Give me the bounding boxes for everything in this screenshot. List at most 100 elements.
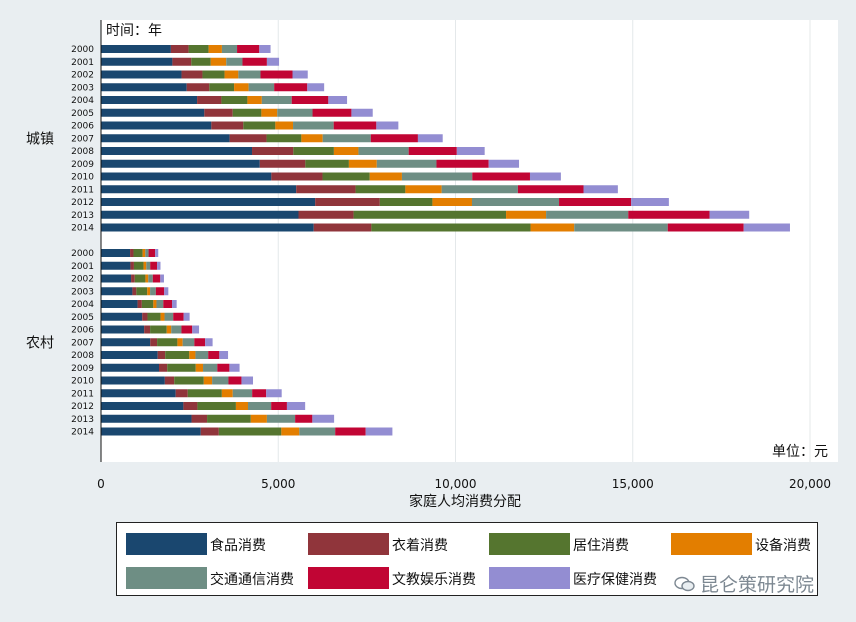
bar-segment-urban-2009-s3	[348, 159, 377, 168]
bar-segment-rural-2012-s0	[101, 402, 184, 410]
year-tick-label: 2014	[71, 428, 94, 438]
bar-segment-rural-2006-s2	[150, 325, 167, 334]
bar-segment-urban-2014-s6	[743, 223, 790, 232]
year-tick-label: 2004	[71, 300, 94, 310]
bar-segment-urban-2007-s5	[370, 134, 418, 143]
bar-segment-rural-2014-s6	[365, 427, 393, 436]
bar-segment-rural-2009-s0	[101, 363, 159, 372]
bar-segment-rural-2012-s4	[248, 402, 272, 410]
bar-segment-rural-2010-s1	[164, 376, 175, 385]
bar-segment-rural-2002-s4	[148, 274, 153, 283]
bar-segment-urban-2009-s1	[259, 159, 306, 168]
year-tick-label: 2005	[71, 109, 94, 119]
bar-segment-rural-2011-s3	[221, 389, 233, 398]
bar-segment-urban-2013-s1	[298, 210, 354, 219]
bar-segment-urban-2001-s4	[226, 57, 243, 66]
y-axis-title: 时间：年	[106, 23, 162, 39]
year-tick-label: 2008	[71, 351, 94, 361]
bar-segment-urban-2008-s2	[293, 147, 334, 155]
legend-label: 医疗保健消费	[573, 572, 657, 588]
plot-area	[101, 20, 838, 462]
bar-segment-urban-2014-s3	[530, 223, 575, 232]
bar-segment-rural-2009-s5	[217, 363, 230, 372]
bar-segment-rural-2010-s0	[101, 376, 165, 385]
bar-segment-rural-2003-s2	[136, 287, 148, 296]
bar-segment-urban-2012-s4	[471, 198, 560, 206]
bar-segment-urban-2002-s0	[101, 70, 182, 79]
bar-segment-rural-2004-s0	[101, 300, 138, 308]
bar-segment-urban-2000-s4	[221, 45, 238, 53]
bar-segment-urban-2004-s4	[261, 96, 292, 104]
year-tick-label: 2008	[71, 147, 94, 157]
bar-segment-rural-2013-s4	[266, 414, 296, 423]
bar-segment-urban-2013-s0	[101, 210, 299, 219]
bar-segment-rural-2013-s3	[250, 414, 267, 423]
bar-segment-urban-2001-s0	[101, 57, 173, 66]
bar-segment-rural-2000-s4	[145, 249, 149, 257]
bar-segment-rural-2004-s1	[137, 300, 142, 308]
bar-segment-rural-2002-s5	[152, 274, 161, 283]
bar-segment-urban-2009-s0	[101, 159, 260, 168]
year-tick-label: 2009	[71, 364, 94, 374]
bar-segment-rural-2007-s1	[150, 338, 158, 347]
bar-segment-rural-2001-s1	[130, 261, 134, 270]
bar-segment-urban-2004-s3	[247, 96, 262, 104]
gridlines	[277, 20, 811, 462]
bar-segment-rural-2000-s3	[142, 249, 146, 257]
legend-swatch	[126, 567, 207, 589]
legend-label: 居住消费	[573, 538, 629, 554]
bar-segment-rural-2006-s1	[144, 325, 151, 334]
year-tick-label: 2006	[71, 122, 94, 132]
bar-segment-rural-2000-s1	[130, 249, 134, 257]
legend-swatch	[126, 533, 207, 555]
year-tick-label: 2002	[71, 275, 94, 285]
bar-segment-rural-2004-s4	[156, 300, 164, 308]
bar-segment-urban-2003-s0	[101, 83, 187, 92]
bar-segment-rural-2000-s6	[155, 249, 159, 257]
bar-segment-urban-2008-s4	[358, 147, 409, 155]
bar-segment-urban-2005-s6	[351, 108, 373, 117]
bar-segment-urban-2000-s5	[237, 45, 260, 53]
bar-segment-urban-2013-s5	[628, 210, 710, 219]
bar-segment-urban-2008-s6	[456, 147, 485, 155]
bar-segment-urban-2014-s1	[313, 223, 372, 232]
year-tick-label: 2003	[71, 287, 94, 297]
bar-segment-rural-2013-s0	[101, 414, 192, 423]
bar-segment-rural-2012-s3	[235, 402, 249, 410]
year-tick-label: 2003	[71, 83, 94, 93]
bar-segment-rural-2002-s0	[101, 274, 132, 283]
bar-segment-rural-2004-s3	[153, 300, 157, 308]
bar-segment-urban-2000-s6	[259, 45, 271, 53]
legend-label: 设备消费	[755, 538, 811, 554]
legend-label: 食品消费	[210, 538, 266, 554]
bar-segment-urban-2003-s2	[209, 83, 235, 92]
group-label: 城镇	[26, 131, 54, 147]
bar-segment-rural-2001-s3	[143, 261, 147, 270]
bar-segment-rural-2002-s1	[131, 274, 135, 283]
bar-segment-urban-2007-s0	[101, 134, 230, 143]
year-tick-label: 2001	[71, 58, 94, 68]
year-tick-label: 2001	[71, 262, 94, 272]
chart-legend: 食品消费 衣着消费 居住消费 设备消费 交通通信消费 文教娱乐消费 医疗保健消费	[116, 522, 818, 596]
x-axis-title: 家庭人均消费分配	[409, 493, 521, 510]
unit-note: 单位：元	[772, 444, 828, 460]
bar-segment-rural-2014-s0	[101, 427, 201, 436]
bar-segment-rural-2009-s3	[195, 363, 204, 372]
bar-segment-urban-2012-s0	[101, 198, 316, 206]
bar-segment-rural-2005-s4	[164, 312, 174, 321]
bar-segment-rural-2013-s5	[295, 414, 313, 423]
bar-segment-urban-2001-s5	[242, 57, 267, 66]
bar-segment-rural-2000-s0	[101, 249, 131, 257]
bar-segment-rural-2003-s1	[132, 287, 137, 296]
bar-segment-rural-2005-s5	[173, 312, 184, 321]
bar-segment-rural-2012-s6	[286, 402, 306, 410]
bar-segment-urban-2002-s2	[202, 70, 225, 79]
bar-segment-rural-2001-s4	[146, 261, 151, 270]
bar-segment-urban-2002-s5	[260, 70, 293, 79]
bar-segment-urban-2004-s5	[291, 96, 329, 104]
bar-segment-urban-2003-s5	[274, 83, 308, 92]
bar-segment-rural-2012-s5	[271, 402, 287, 410]
bar-segment-rural-2011-s0	[101, 389, 176, 398]
bar-segment-urban-2003-s6	[307, 83, 325, 92]
year-tick-label: 2000	[71, 249, 94, 259]
